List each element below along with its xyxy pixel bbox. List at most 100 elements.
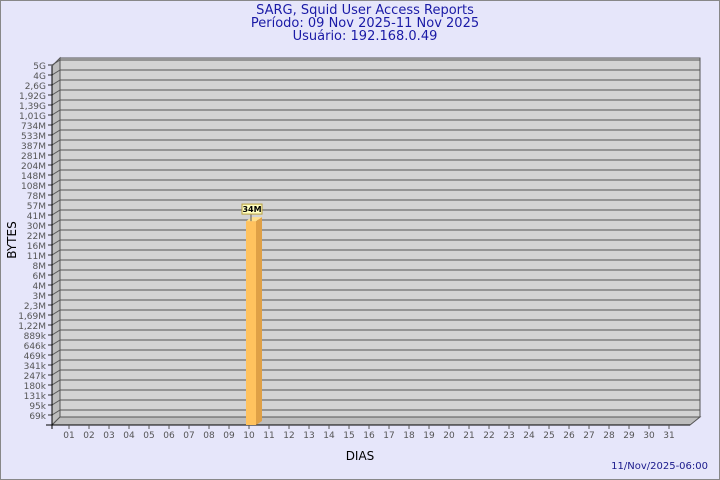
x-tick-label: 23	[503, 431, 514, 441]
y-tick-label: 108M	[21, 182, 46, 192]
gridline-side	[51, 159, 61, 166]
plot-floor	[50, 416, 702, 426]
y-tick-label: 533M	[21, 132, 46, 142]
x-tick-label: 24	[523, 431, 535, 441]
gridline-side	[51, 109, 61, 116]
gridline-side	[51, 379, 61, 386]
x-tick-label: 21	[463, 431, 474, 441]
gridline-side	[51, 129, 61, 136]
gridline-side	[51, 169, 61, 176]
gridline-side	[51, 79, 61, 86]
gridline-side	[51, 269, 61, 276]
x-tick-label: 15	[343, 431, 354, 441]
gridline-side	[51, 249, 61, 256]
y-tick-label: 4G	[33, 72, 46, 82]
x-tick-label: 14	[323, 431, 335, 441]
x-tick-label: 31	[663, 431, 674, 441]
y-tick-label: 889k	[24, 332, 47, 342]
y-tick-label: 341k	[24, 362, 47, 372]
y-tick-label: 646k	[24, 342, 47, 352]
y-tick-label: 148M	[21, 172, 46, 182]
y-tick-label: 78M	[27, 192, 46, 202]
x-tick-label: 29	[623, 431, 635, 441]
x-tick-label: 18	[403, 431, 415, 441]
y-tick-label: 5G	[33, 62, 46, 72]
data-label-box	[241, 203, 263, 215]
gridline-side	[51, 349, 61, 356]
y-tick-label: 16M	[27, 242, 46, 252]
x-tick-label: 22	[483, 431, 494, 441]
gridline-side	[51, 259, 61, 266]
x-tick-label: 03	[103, 431, 114, 441]
x-tick-label: 01	[63, 431, 74, 441]
gridline-side	[51, 359, 61, 366]
gridline-side	[51, 139, 61, 146]
x-tick-label: 07	[183, 431, 194, 441]
x-tick-label: 08	[203, 431, 215, 441]
gridline-side	[51, 179, 61, 186]
y-tick-label: 1,69M	[18, 312, 46, 322]
gridline-side	[51, 59, 61, 66]
y-tick-label: 387M	[21, 142, 46, 152]
x-tick-label: 26	[563, 431, 575, 441]
gridline-side	[51, 119, 61, 126]
gridline-side	[51, 309, 61, 316]
y-tick-label: 30M	[27, 222, 46, 232]
gridline-side	[51, 239, 61, 246]
x-tick-label: 20	[443, 431, 455, 441]
x-tick-label: 10	[243, 431, 255, 441]
y-tick-label: 4M	[33, 282, 47, 292]
y-tick-label: 1,39G	[19, 102, 46, 112]
x-tick-label: 30	[643, 431, 655, 441]
footer-timestamp: 11/Nov/2025-06:00	[611, 461, 708, 472]
y-tick-label: 734M	[21, 122, 46, 132]
y-tick-label: 131k	[24, 392, 47, 402]
x-tick-label: 17	[383, 431, 394, 441]
bar-side	[256, 217, 262, 425]
x-tick-label: 27	[583, 431, 594, 441]
y-tick-label: 22M	[27, 232, 46, 242]
y-tick-label: 11M	[27, 252, 46, 262]
y-tick-label: 1,01G	[19, 112, 46, 122]
y-tick-label: 469k	[24, 352, 47, 362]
y-tick-label: 180k	[24, 382, 47, 392]
y-tick-label: 2,6G	[25, 82, 46, 92]
x-tick-label: 13	[303, 431, 314, 441]
gridline-side	[51, 299, 61, 306]
gridline-side	[51, 219, 61, 226]
gridline-side	[51, 279, 61, 286]
x-tick-label: 02	[83, 431, 94, 441]
y-tick-label: 6M	[33, 272, 47, 282]
gridline-side	[51, 189, 61, 196]
bar-top	[246, 217, 262, 222]
y-tick-label: 2,3M	[24, 302, 46, 312]
gridline-side	[51, 149, 61, 156]
gridline-side	[51, 69, 61, 76]
x-tick-label: 05	[143, 431, 154, 441]
y-tick-label: 247k	[24, 372, 47, 382]
y-tick-label: 1,22M	[18, 322, 46, 332]
x-tick-label: 16	[363, 431, 375, 441]
gridline-side	[51, 409, 61, 416]
x-tick-label: 12	[283, 431, 294, 441]
gridline-side	[51, 319, 61, 326]
x-tick-label: 09	[223, 431, 235, 441]
x-tick-label: 11	[263, 431, 274, 441]
y-axis-label: BYTES	[5, 221, 19, 258]
x-tick-label: 06	[163, 431, 175, 441]
gridline-side	[51, 289, 61, 296]
chart-title: SARG, Squid User Access Reports	[256, 3, 474, 18]
gridline-side	[51, 229, 61, 236]
gridline-side	[51, 209, 61, 216]
plot-back-wall	[59, 57, 701, 418]
gridline-side	[51, 339, 61, 346]
y-tick-label: 204M	[21, 162, 46, 172]
bar-front	[246, 221, 256, 425]
y-tick-label: 281M	[21, 152, 46, 162]
gridline-side	[51, 99, 61, 106]
chart-period: Período: 09 Nov 2025-11 Nov 2025	[250, 16, 480, 31]
y-tick-label: 95k	[29, 402, 46, 412]
y-tick-label: 3M	[33, 292, 47, 302]
gridline-side	[51, 89, 61, 96]
